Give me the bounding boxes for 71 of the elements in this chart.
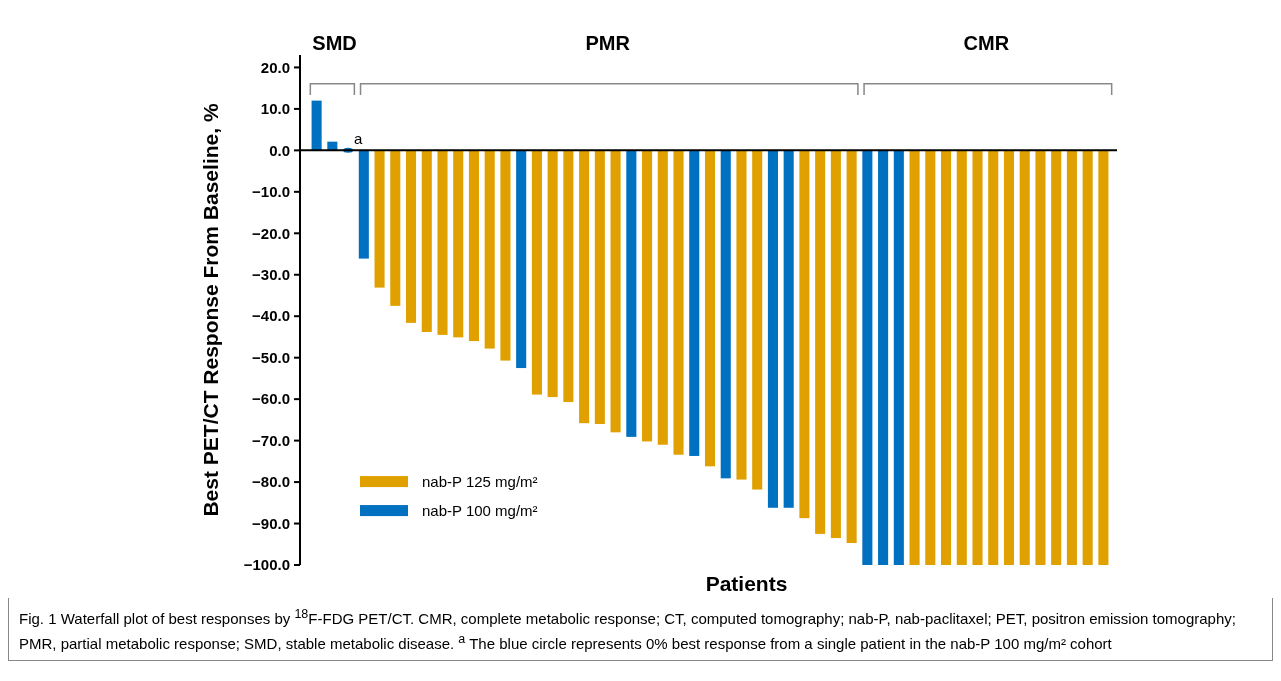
y-tick-label: −10.0 bbox=[252, 183, 290, 201]
bar bbox=[626, 150, 637, 437]
legend-label: nab-P 125 mg/m² bbox=[422, 473, 538, 491]
bar bbox=[862, 150, 873, 565]
bar bbox=[468, 150, 479, 342]
bar bbox=[657, 150, 668, 445]
y-tick-label: −100.0 bbox=[243, 556, 290, 574]
bar bbox=[673, 150, 684, 455]
bar bbox=[925, 150, 936, 565]
bar bbox=[704, 150, 716, 467]
bar bbox=[374, 150, 385, 288]
y-tick-label: −50.0 bbox=[252, 348, 290, 366]
bar bbox=[547, 150, 558, 398]
bar bbox=[1051, 150, 1062, 565]
bar bbox=[1035, 150, 1046, 565]
bar bbox=[1082, 150, 1093, 565]
y-tick-label: −30.0 bbox=[252, 266, 290, 284]
y-tick-label: 20.0 bbox=[260, 58, 290, 76]
bar bbox=[878, 150, 889, 565]
y-axis-title: Best PET/CT Response From Baseline, % bbox=[199, 103, 222, 517]
caption: Fig. 1 Waterfall plot of best responses by $^{18}$F-FDG PET/CT. CMR, complete metabolic response; CT, computed tomography; nab-P, nab-paclitaxel; PET, positron emission tomography; PMR, partial metabolic response; SMD, stable metabolic disease. $^{a}$ The blue circle represents 0% best response from a single patient in the nab-P 100 mg/m² cohort bbox=[8, 598, 1273, 661]
bar bbox=[563, 150, 574, 403]
bar bbox=[736, 150, 747, 480]
text: CMR bbox=[963, 32, 1010, 54]
bar bbox=[893, 150, 904, 565]
y-tick-label: 10.0 bbox=[260, 100, 290, 118]
bar bbox=[846, 150, 857, 544]
bar bbox=[516, 150, 527, 369]
y-tick-label: −40.0 bbox=[252, 307, 290, 325]
legend-label: nab-P 100 mg/m² bbox=[422, 502, 538, 520]
bar bbox=[531, 150, 542, 395]
bar bbox=[767, 150, 778, 508]
bar bbox=[405, 150, 417, 323]
bar bbox=[909, 150, 920, 565]
y-tick-label: 0.0 bbox=[269, 141, 290, 159]
bar bbox=[815, 150, 826, 534]
bar bbox=[941, 150, 952, 565]
bar bbox=[799, 150, 810, 519]
bar bbox=[484, 150, 495, 349]
bar bbox=[1066, 150, 1077, 565]
bar bbox=[1003, 150, 1015, 565]
bar bbox=[956, 150, 967, 565]
bar bbox=[830, 150, 841, 539]
bar bbox=[500, 150, 511, 361]
bar bbox=[642, 150, 653, 442]
bar bbox=[453, 150, 464, 338]
x-axis-title: Patients bbox=[705, 572, 788, 595]
bar bbox=[689, 150, 700, 456]
bar bbox=[594, 150, 605, 425]
bar bbox=[579, 150, 590, 424]
y-tick-label: −20.0 bbox=[252, 224, 290, 242]
bar bbox=[311, 100, 322, 151]
bar bbox=[421, 150, 432, 332]
bar bbox=[1098, 150, 1109, 565]
bar bbox=[972, 150, 983, 565]
bar bbox=[437, 150, 448, 335]
y-tick-label: −70.0 bbox=[252, 431, 290, 449]
bar bbox=[1019, 150, 1030, 565]
bar bbox=[390, 150, 401, 306]
bar bbox=[358, 150, 369, 259]
bar bbox=[988, 150, 999, 565]
bar bbox=[610, 150, 621, 433]
bar bbox=[720, 150, 731, 479]
y-tick-label: −90.0 bbox=[252, 514, 290, 532]
text: PMR bbox=[585, 32, 631, 54]
bar bbox=[783, 150, 794, 508]
annotation: a bbox=[354, 130, 364, 148]
y-tick-label: −60.0 bbox=[252, 390, 290, 408]
y-tick-label: −80.0 bbox=[252, 473, 290, 491]
text: SMD bbox=[312, 32, 357, 54]
bar bbox=[752, 150, 763, 490]
